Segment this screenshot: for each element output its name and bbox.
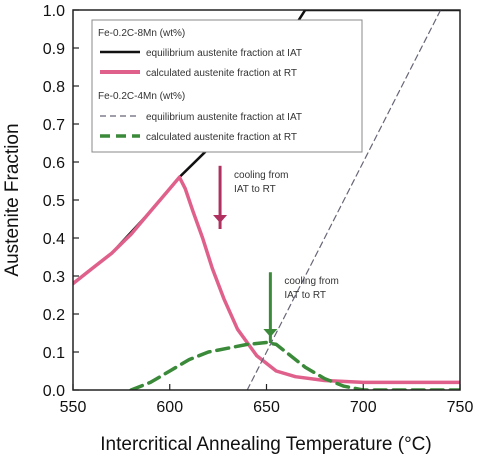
legend-group-1-title: Fe-0.2C-8Mn (wt%) [98,28,185,39]
annotation-text-line2-1: IAT to RT [284,290,326,301]
y-tick-label: 0.9 [43,41,65,58]
x-axis-ticks: 550 600 650 700 750 [60,384,474,416]
y-axis-label: Austenite Fraction [2,123,23,276]
annotation-text-line1-0: cooling from [234,170,288,181]
legend: Fe-0.2C-8Mn (wt%) equilibrium austenite … [91,19,363,153]
series-line-2 [246,10,442,390]
y-tick-label: 0.6 [43,155,65,172]
annotations: cooling from IAT to RT cooling from IAT to … [213,165,339,343]
y-tick-label: 0.2 [43,307,65,324]
y-tick-label: 0.4 [43,231,65,248]
x-tick-label: 750 [447,399,474,416]
y-tick-label: 1.0 [43,3,65,20]
x-tick-label: 700 [350,399,377,416]
legend-label-4mn-equilibrium: equilibrium austenite fraction at IAT [146,112,302,123]
x-tick-label: 600 [156,399,183,416]
y-tick-label: 0.3 [43,269,65,286]
x-tick-label: 550 [60,399,87,416]
legend-label-8mn-equilibrium: equilibrium austenite fraction at IAT [146,48,302,59]
y-tick-label: 0.0 [43,383,65,400]
annotation-arrow-head-1 [263,329,278,337]
legend-label-8mn-calculated: calculated austenite fraction at RT [146,68,297,79]
y-tick-label: 0.1 [43,345,65,362]
y-tick-label: 0.5 [43,193,65,210]
annotation-arrow-head-0 [213,215,228,223]
y-axis-ticks: 0.0 0.1 0.2 0.3 0.4 0.5 0.6 0.7 0.8 0.9 1.0 [43,3,79,400]
series-line-1 [73,175,460,385]
x-tick-label: 650 [253,399,280,416]
y-tick-label: 0.7 [43,117,65,134]
legend-group-2-title: Fe-0.2C-4Mn (wt%) [98,91,185,102]
y-tick-label: 0.8 [43,79,65,96]
x-axis-label: Intercritical Annealing Temperature (°C) [100,434,431,455]
series-line-3 [129,340,460,390]
legend-frame [91,19,363,153]
annotation-text-line2-0: IAT to RT [234,184,276,195]
annotation-text-line1-1: cooling from [284,276,338,287]
legend-label-4mn-calculated: calculated austenite fraction at RT [146,132,297,143]
